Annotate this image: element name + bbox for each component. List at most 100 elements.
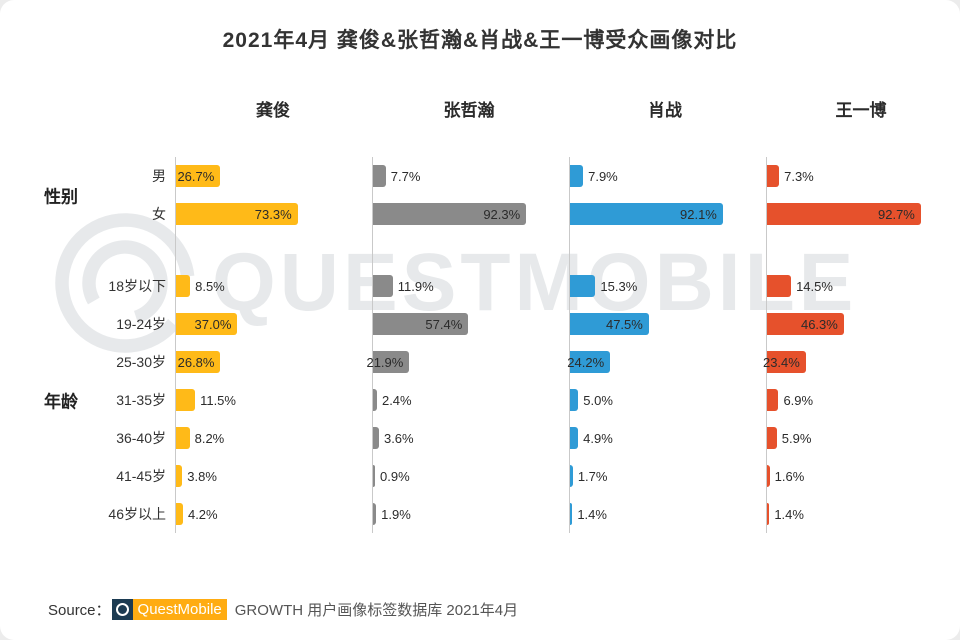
bar-row: 1.6%	[767, 457, 960, 495]
bar: 24.2%	[567, 351, 611, 373]
bar	[176, 503, 183, 525]
series-column-1: 26.7% 73.3% 8.5% 37.0% 26.8% 11.5% 8.2% 3.8% 4.2…	[175, 157, 372, 533]
bar	[176, 465, 183, 487]
bar-value: 47.5%	[605, 316, 643, 332]
bar-row: 23.4%	[763, 343, 960, 381]
bar: 26.7%	[176, 165, 221, 187]
bar-value: 92.7%	[878, 206, 915, 222]
bar-value: 7.9%	[588, 168, 618, 184]
group-gender-bars: 26.7% 73.3%	[176, 157, 372, 233]
bar	[767, 465, 770, 487]
bar-row: 7.3%	[767, 157, 960, 195]
bar-row: 46.3%	[767, 305, 960, 343]
bar: 92.1%	[570, 203, 723, 225]
bar-row: 11.5%	[176, 381, 372, 419]
bar: 57.4%	[373, 313, 469, 335]
bar	[767, 427, 777, 449]
bar-row: 3.8%	[176, 457, 372, 495]
bar	[373, 427, 379, 449]
bar-value: 0.9%	[380, 468, 410, 484]
bar: 46.3%	[767, 313, 844, 335]
bar-value: 8.5%	[195, 278, 225, 294]
series-header-4: 王一博	[835, 101, 887, 120]
source-brand: QuestMobile	[132, 599, 227, 620]
bar-value: 7.7%	[390, 168, 421, 184]
bar-value: 1.4%	[774, 506, 804, 522]
group-age-labels: 18岁以下 19-24岁 25-30岁 31-35岁 36-40岁 41-45岁 46岁以上…	[0, 267, 175, 533]
bar: 47.5%	[570, 313, 649, 335]
bar	[373, 389, 377, 411]
bar	[570, 275, 596, 297]
series-header-2: 张哲瀚	[443, 101, 495, 120]
bar-value: 1.6%	[774, 468, 805, 484]
bar	[373, 165, 386, 187]
category-label: 25-30岁	[116, 354, 166, 370]
bar-row: 8.2%	[176, 419, 372, 457]
chart: 龚俊 张哲瀚 肖战 王一博 男女 性别 18岁以下 19-24岁 25-30岁 31-35岁 36…	[0, 96, 960, 533]
category-label: 46岁以上	[108, 506, 166, 522]
bar-row: 7.9%	[570, 157, 766, 195]
group-age-bars: 14.5% 46.3% 23.4% 6.9% 5.9% 1.6% 1.4%	[763, 267, 960, 533]
bar-value: 4.9%	[583, 430, 613, 446]
bar-row: 26.7%	[176, 157, 372, 195]
bar-value: 3.8%	[187, 468, 217, 484]
bar: 26.8%	[176, 351, 221, 373]
bar-row: 4.2%	[176, 495, 372, 533]
bar: 73.3%	[176, 203, 298, 225]
bar-value: 4.2%	[187, 506, 218, 522]
bar-row: 26.8%	[176, 343, 372, 381]
source-rest: GROWTH 用户画像标签数据库 2021年4月	[234, 602, 519, 619]
bar-value: 15.3%	[600, 278, 638, 294]
group-age-bars: 11.9% 57.4% 21.9% 2.4% 3.6% 0.9% 1.9%	[366, 267, 569, 533]
bar-value: 7.3%	[784, 168, 814, 184]
bar-value: 23.4%	[762, 354, 800, 370]
bar-row: 57.4%	[373, 305, 569, 343]
bar-row: 92.3%	[373, 195, 569, 233]
bar	[176, 389, 196, 411]
category-label: 41-45岁	[116, 468, 166, 484]
series-header-1: 龚俊	[256, 101, 290, 120]
bar-value: 1.4%	[577, 506, 607, 522]
bar	[767, 165, 780, 187]
bar-row: 1.4%	[570, 495, 766, 533]
group-gender-bars: 7.9% 92.1%	[570, 157, 766, 233]
bar-row: 11.9%	[373, 267, 569, 305]
bar-value: 46.3%	[800, 316, 838, 332]
group-gender-labels: 男女 性别	[0, 157, 175, 233]
bar-value: 6.9%	[783, 392, 814, 408]
bar-value: 8.2%	[194, 430, 225, 446]
category-label: 36-40岁	[116, 430, 166, 446]
bar-value: 14.5%	[796, 278, 833, 294]
bar-row: 37.0%	[176, 305, 372, 343]
bar: 21.9%	[366, 351, 410, 373]
bar	[767, 503, 770, 525]
bar-value: 1.9%	[381, 506, 411, 522]
bar-row: 2.4%	[373, 381, 569, 419]
bar-value: 57.4%	[425, 316, 463, 332]
group-label: 年龄	[44, 392, 78, 412]
bar	[570, 389, 579, 411]
bar: 92.7%	[767, 203, 921, 225]
category-label: 女	[152, 206, 166, 222]
bar: 37.0%	[176, 313, 238, 335]
series-header-3: 肖战	[648, 101, 682, 120]
group-label: 性别	[44, 187, 78, 207]
bar-row: 8.5%	[176, 267, 372, 305]
bar-value: 21.9%	[366, 354, 404, 370]
bar-value: 73.3%	[254, 206, 292, 222]
bar-value: 5.0%	[583, 392, 613, 408]
category-label: 19-24岁	[116, 316, 166, 332]
bar-row: 3.6%	[373, 419, 569, 457]
series-column-4: 7.3% 92.7% 14.5% 46.3% 23.4% 6.9% 5.9% 1.6% 1.4%	[763, 157, 960, 533]
bar-row: 73.3%	[176, 195, 372, 233]
bar-row: 14.5%	[767, 267, 960, 305]
bar-value: 26.8%	[177, 354, 215, 370]
bar-value: 1.7%	[577, 468, 608, 484]
bar-row: 47.5%	[570, 305, 766, 343]
questmobile-brand-icon	[111, 599, 133, 620]
bar	[176, 275, 191, 297]
bar-row: 1.9%	[373, 495, 569, 533]
bar-row: 5.0%	[570, 381, 766, 419]
bar	[570, 503, 573, 525]
bar-value: 37.0%	[194, 316, 232, 332]
